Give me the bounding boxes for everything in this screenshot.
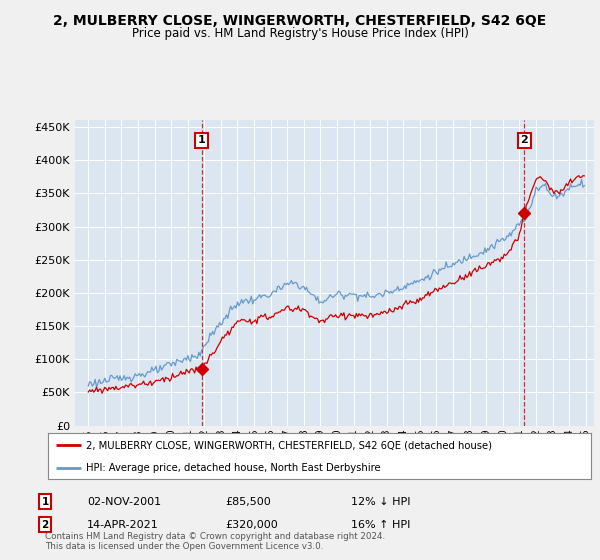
Text: 2: 2 (41, 520, 49, 530)
Text: 1: 1 (41, 497, 49, 507)
Text: Contains HM Land Registry data © Crown copyright and database right 2024.
This d: Contains HM Land Registry data © Crown c… (45, 531, 385, 551)
Text: 2, MULBERRY CLOSE, WINGERWORTH, CHESTERFIELD, S42 6QE: 2, MULBERRY CLOSE, WINGERWORTH, CHESTERF… (53, 14, 547, 28)
Text: £320,000: £320,000 (225, 520, 278, 530)
Text: 2, MULBERRY CLOSE, WINGERWORTH, CHESTERFIELD, S42 6QE (detached house): 2, MULBERRY CLOSE, WINGERWORTH, CHESTERF… (86, 440, 492, 450)
Text: 1: 1 (198, 136, 206, 145)
Text: 12% ↓ HPI: 12% ↓ HPI (351, 497, 410, 507)
Text: Price paid vs. HM Land Registry's House Price Index (HPI): Price paid vs. HM Land Registry's House … (131, 27, 469, 40)
Text: HPI: Average price, detached house, North East Derbyshire: HPI: Average price, detached house, Nort… (86, 463, 380, 473)
Text: 02-NOV-2001: 02-NOV-2001 (87, 497, 161, 507)
Text: 16% ↑ HPI: 16% ↑ HPI (351, 520, 410, 530)
Text: £85,500: £85,500 (225, 497, 271, 507)
Text: 2: 2 (520, 136, 528, 145)
Text: 14-APR-2021: 14-APR-2021 (87, 520, 159, 530)
